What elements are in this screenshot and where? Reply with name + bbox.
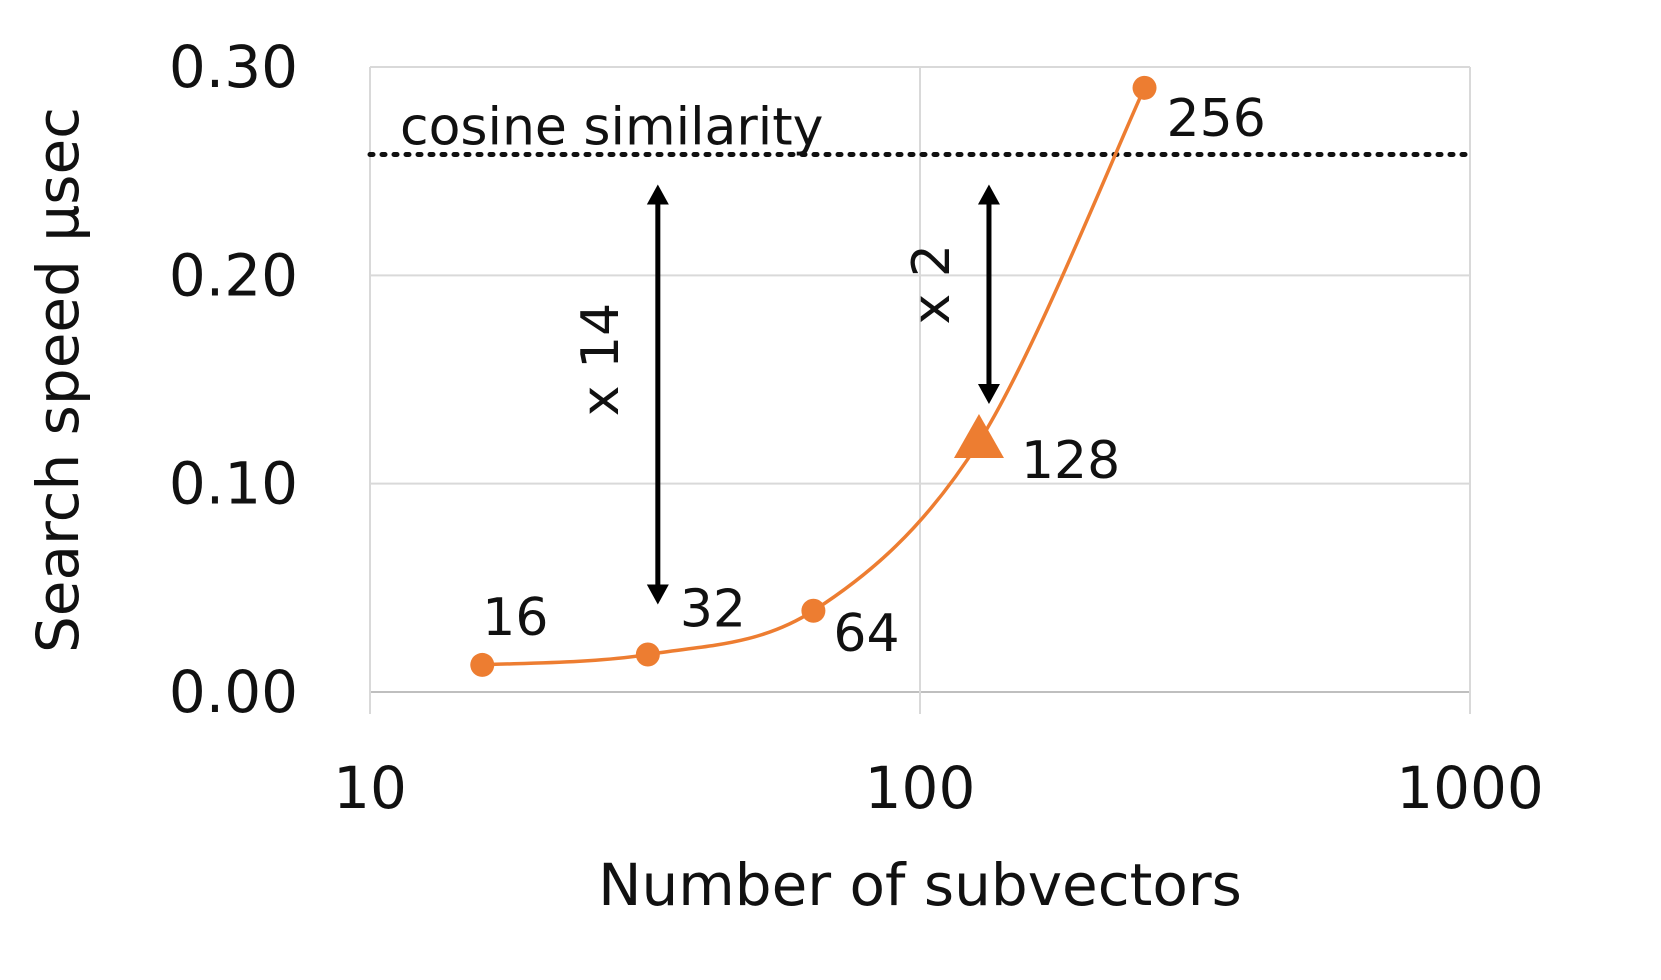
annotation-arrow-head-up [646, 184, 669, 205]
annotation-arrow-head-up [977, 184, 1000, 205]
y-axis-title: Search speed μsec [24, 107, 92, 653]
data-label: 128 [1021, 431, 1120, 491]
annotations: x 14 x 2 [571, 184, 1000, 605]
data-point [470, 652, 495, 677]
grid-lines [369, 66, 1471, 714]
annotation-factor-label: x 14 [571, 303, 631, 416]
reference-line-group: cosine similarity [367, 98, 1473, 158]
data-label: 16 [482, 588, 548, 648]
annotation-factor-label: x 2 [902, 244, 962, 324]
data-point [1132, 75, 1157, 100]
y-tick-label: 0.10 [169, 450, 298, 518]
data-point-triangle [953, 414, 1004, 458]
data-label: 64 [833, 604, 899, 664]
annotation-arrow-head-down [977, 384, 1000, 404]
y-tick-label: 0.00 [169, 658, 298, 726]
x-tick-label: 10 [333, 754, 407, 822]
factor-annotation: x 14 [571, 184, 669, 605]
reference-line-label: cosine similarity [400, 98, 823, 158]
data-label: 32 [680, 580, 746, 640]
x-tick-label: 100 [865, 754, 976, 822]
factor-annotation: x 2 [902, 184, 1000, 404]
series-group: 16 32 64 128 256 [470, 75, 1266, 677]
annotation-arrow-head-down [646, 584, 669, 605]
x-axis-title: Number of subvectors [598, 851, 1242, 919]
y-tick-label: 0.30 [169, 33, 298, 101]
series-line [482, 87, 1147, 667]
data-point [801, 598, 826, 623]
data-label: 256 [1167, 89, 1266, 149]
y-tick-label: 0.20 [169, 241, 298, 309]
tick-labels: 0.00 0.10 0.20 0.30 10 100 1000 [169, 33, 1544, 822]
data-point [635, 642, 660, 667]
x-tick-label: 1000 [1396, 754, 1544, 822]
